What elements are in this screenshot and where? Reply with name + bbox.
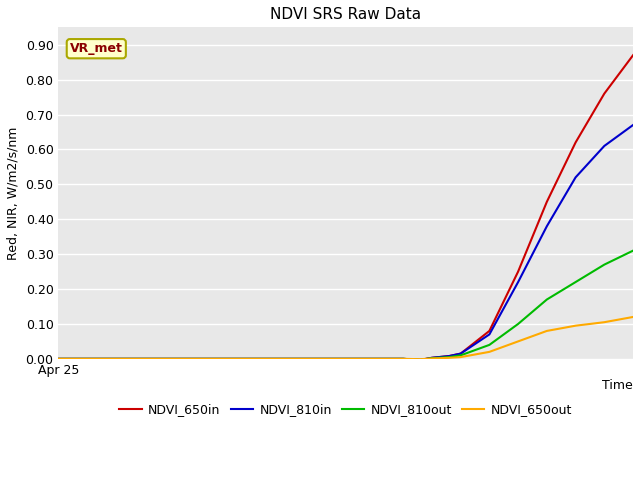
Title: NDVI SRS Raw Data: NDVI SRS Raw Data: [270, 7, 421, 22]
NDVI_650out: [445, 355, 453, 360]
NDVI_810out: [572, 279, 579, 285]
NDVI_810in: [417, 357, 424, 363]
Line: NDVI_650out: NDVI_650out: [58, 317, 633, 359]
NDVI_650out: [543, 328, 550, 334]
NDVI_650out: [572, 323, 579, 329]
NDVI_650out: [428, 356, 436, 361]
NDVI_650out: [54, 356, 62, 362]
Line: NDVI_810in: NDVI_810in: [58, 125, 633, 360]
NDVI_810out: [428, 355, 436, 361]
NDVI_810out: [600, 262, 608, 267]
NDVI_650in: [371, 356, 378, 362]
NDVI_810in: [445, 353, 453, 359]
NDVI_810out: [515, 321, 522, 327]
NDVI_810out: [417, 357, 424, 363]
NDVI_650out: [417, 356, 424, 362]
NDVI_650out: [399, 356, 407, 362]
NDVI_650in: [457, 351, 465, 357]
Text: Time: Time: [602, 379, 633, 392]
NDVI_810in: [515, 279, 522, 285]
NDVI_810in: [371, 356, 378, 362]
NDVI_650in: [399, 356, 407, 362]
NDVI_650in: [600, 91, 608, 96]
NDVI_810out: [457, 352, 465, 358]
Legend: NDVI_650in, NDVI_810in, NDVI_810out, NDVI_650out: NDVI_650in, NDVI_810in, NDVI_810out, NDV…: [115, 398, 577, 421]
NDVI_810out: [486, 342, 493, 348]
NDVI_650in: [54, 356, 62, 362]
NDVI_650out: [600, 319, 608, 325]
NDVI_810out: [54, 356, 62, 362]
NDVI_810in: [572, 174, 579, 180]
NDVI_810in: [428, 355, 436, 360]
NDVI_810in: [629, 122, 637, 128]
Y-axis label: Red, NIR, W/m2/s/nm: Red, NIR, W/m2/s/nm: [7, 126, 20, 260]
NDVI_650in: [543, 199, 550, 204]
NDVI_650out: [371, 356, 378, 362]
NDVI_650in: [428, 355, 436, 360]
Line: NDVI_810out: NDVI_810out: [58, 251, 633, 360]
NDVI_810out: [445, 354, 453, 360]
NDVI_810out: [629, 248, 637, 253]
NDVI_650out: [457, 354, 465, 360]
NDVI_810in: [399, 356, 407, 362]
NDVI_650in: [417, 357, 424, 363]
NDVI_650in: [445, 353, 453, 359]
Line: NDVI_650in: NDVI_650in: [58, 55, 633, 360]
Text: VR_met: VR_met: [70, 42, 123, 55]
NDVI_810out: [543, 297, 550, 302]
NDVI_810out: [399, 356, 407, 362]
NDVI_810out: [371, 356, 378, 362]
NDVI_810in: [543, 223, 550, 229]
NDVI_810in: [600, 143, 608, 149]
NDVI_650in: [515, 269, 522, 275]
NDVI_650out: [629, 314, 637, 320]
NDVI_650out: [515, 338, 522, 344]
NDVI_650in: [629, 52, 637, 58]
NDVI_650in: [572, 140, 579, 145]
NDVI_810in: [54, 356, 62, 362]
NDVI_650out: [486, 349, 493, 355]
NDVI_810in: [457, 351, 465, 357]
NDVI_650in: [486, 328, 493, 334]
NDVI_810in: [486, 332, 493, 337]
